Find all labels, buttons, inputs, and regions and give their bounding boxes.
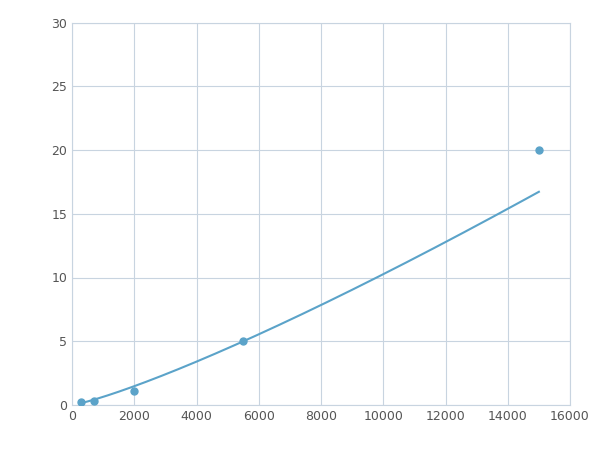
Point — [77, 399, 86, 406]
Point — [534, 146, 544, 153]
Point — [238, 338, 248, 345]
Point — [89, 397, 98, 404]
Point — [130, 387, 139, 395]
